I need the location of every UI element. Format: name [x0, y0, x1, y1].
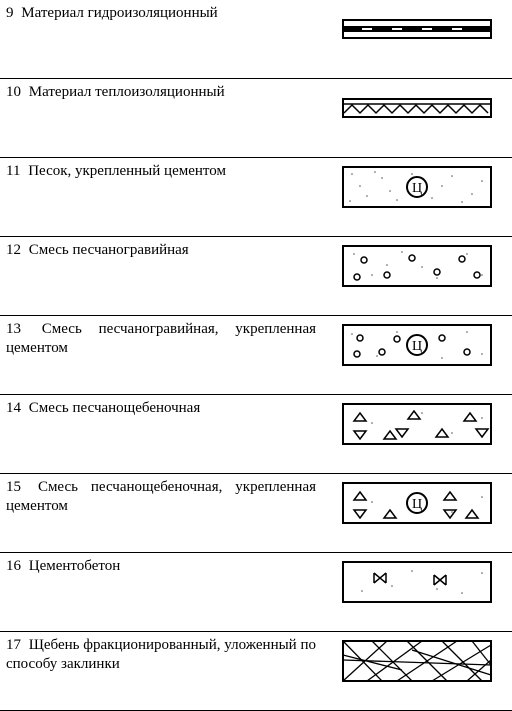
table-row: 17 Щебень фракционированный, уложенный п…: [0, 632, 512, 711]
row-text: Смесь песчаногравийная: [29, 242, 189, 258]
material-label: 14 Смесь песчанощебеночная: [0, 395, 322, 474]
row-number: 10: [6, 84, 21, 100]
table-row: 11 Песок, укрепленный цементом Ц: [0, 158, 512, 237]
row-text: Смесь песчаногравийная, укрепленная цеме…: [6, 321, 316, 356]
symbol-cement-concrete: [342, 561, 492, 603]
table-row: 9 Материал гидроизоляционный: [0, 0, 512, 79]
material-label: 12 Смесь песчаногравийная: [0, 237, 322, 316]
symbol-sand-cement: Ц: [342, 166, 492, 208]
row-number: 12: [6, 242, 21, 258]
svg-text:Ц: Ц: [412, 339, 422, 354]
row-text: Смесь песчанощебеночная, укрепленная цем…: [6, 479, 316, 514]
row-text: Песок, укрепленный цементом: [28, 163, 226, 179]
material-symbol: [322, 553, 512, 632]
table-row: 13 Смесь песчаногравийная, укрепленная ц…: [0, 316, 512, 395]
row-number: 11: [6, 163, 20, 179]
material-label: 15 Смесь песчанощебеночная, укрепленная …: [0, 474, 322, 553]
material-label: 9 Материал гидроизоляционный: [0, 0, 322, 79]
row-number: 14: [6, 400, 21, 416]
row-text: Цементобетон: [29, 558, 121, 574]
symbol-sand-gravel: [342, 245, 492, 287]
row-text: Материал гидроизоляционный: [21, 5, 217, 21]
symbol-thermal: [342, 87, 492, 129]
row-number: 17: [6, 637, 21, 653]
material-label: 10 Материал теплоизоляционный: [0, 79, 322, 158]
symbol-sand-crushed-cement: Ц: [342, 482, 492, 524]
table-row: 15 Смесь песчанощебеночная, укрепленная …: [0, 474, 512, 553]
materials-table: 9 Материал гидроизоляционный 10 Материал…: [0, 0, 512, 711]
material-label: 16 Цементобетон: [0, 553, 322, 632]
material-symbol: Ц: [322, 474, 512, 553]
material-symbol: [322, 632, 512, 711]
symbol-sand-crushed: [342, 403, 492, 445]
symbol-waterproof: [342, 8, 492, 50]
table-row: 14 Смесь песчанощебеночная: [0, 395, 512, 474]
row-text: Щебень фракционированный, уложенный по с…: [6, 637, 316, 672]
row-text: Смесь песчанощебеночная: [29, 400, 201, 416]
material-symbol: Ц: [322, 316, 512, 395]
row-number: 13: [6, 321, 21, 337]
row-number: 16: [6, 558, 21, 574]
svg-text:Ц: Ц: [412, 497, 422, 512]
material-symbol: [322, 79, 512, 158]
material-label: 17 Щебень фракционированный, уложенный п…: [0, 632, 322, 711]
row-text: Материал теплоизоляционный: [29, 84, 225, 100]
row-number: 9: [6, 5, 14, 21]
material-symbol: [322, 237, 512, 316]
svg-text:Ц: Ц: [412, 181, 422, 196]
table-row: 12 Смесь песчаногравийная: [0, 237, 512, 316]
symbol-sand-gravel-cement: Ц: [342, 324, 492, 366]
material-symbol: [322, 395, 512, 474]
table-row: 16 Цементобетон: [0, 553, 512, 632]
row-number: 15: [6, 479, 21, 495]
material-label: 13 Смесь песчаногравийная, укрепленная ц…: [0, 316, 322, 395]
material-symbol: [322, 0, 512, 79]
material-label: 11 Песок, укрепленный цементом: [0, 158, 322, 237]
material-symbol: Ц: [322, 158, 512, 237]
table-row: 10 Материал теплоизоляционный: [0, 79, 512, 158]
